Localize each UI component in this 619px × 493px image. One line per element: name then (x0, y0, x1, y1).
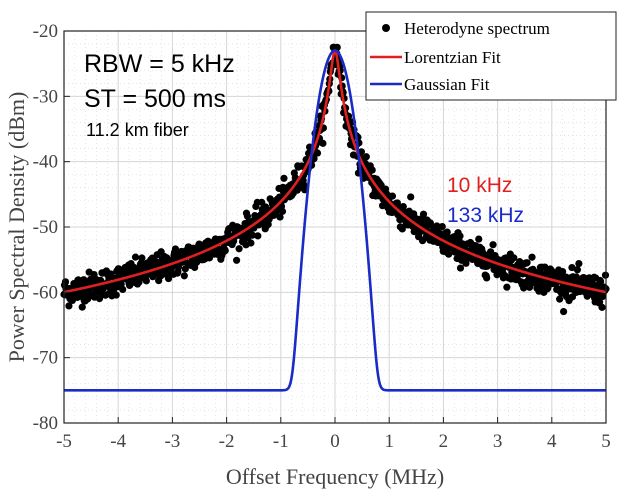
legend: Heterodyne spectrum Lorentzian Fit Gauss… (365, 11, 617, 101)
spectrum-point (407, 193, 415, 201)
spectrum-point (78, 303, 86, 311)
spectrum-point (142, 277, 150, 285)
spectrum-point (520, 284, 528, 292)
x-tick-label: -2 (219, 431, 235, 452)
y-axis-ticks: -20 -30 -40 -50 -60 -70 -80 (33, 21, 70, 434)
spectrum-point (280, 174, 288, 182)
x-tick-label: -4 (110, 431, 126, 452)
spectrum-point (61, 278, 70, 286)
y-tick-label: -80 (33, 413, 58, 434)
fiber-length-annotation: 11.2 km fiber (86, 120, 189, 140)
rbw-annotation: RBW = 5 kHz (84, 50, 235, 78)
spectrum-point (243, 212, 252, 220)
spectrum-point (503, 283, 511, 291)
spectrum-point (523, 259, 531, 267)
spectrum-point (368, 166, 376, 174)
y-tick-label: -40 (33, 152, 58, 173)
spectrum-point (541, 263, 549, 271)
y-tick-label: -50 (33, 217, 58, 238)
spectrum-point (483, 274, 491, 282)
spectrum-point (276, 213, 284, 221)
spectrum-point (180, 272, 188, 280)
spectrum-point (393, 199, 401, 207)
spectrum-point (510, 254, 518, 262)
spectrum-point (568, 263, 576, 272)
x-axis-ticks: -5 -4 -3 -2 -1 0 1 2 3 4 5 (56, 417, 611, 452)
spectrum-point (319, 139, 327, 147)
spectrum-point (438, 222, 446, 231)
legend-label-lorentzian: Lorentzian Fit (404, 48, 501, 67)
spectrum-point (598, 303, 606, 311)
spectrum-point (278, 207, 287, 215)
spectrum-point (254, 232, 262, 240)
x-tick-label: -1 (273, 431, 289, 452)
y-axis-title: Power Spectral Density (dBm) (4, 92, 29, 363)
sweep-time-annotation: ST = 500 ms (84, 85, 226, 113)
spectrum-point (247, 239, 255, 247)
spectrum-point (399, 202, 407, 211)
x-tick-label: 4 (547, 431, 557, 452)
spectrum-point (559, 307, 568, 316)
lorentzian-width-label: 10 kHz (447, 174, 512, 197)
y-tick-label: -60 (33, 282, 58, 303)
spectrum-point (131, 253, 140, 261)
spectrum-point (556, 295, 564, 303)
spectrum-point (528, 253, 536, 261)
spectrum-point (181, 265, 189, 273)
x-tick-label: 5 (601, 431, 611, 452)
x-tick-label: -3 (164, 431, 180, 452)
spectrum-point (559, 267, 567, 276)
x-tick-label: -5 (56, 431, 72, 452)
spectrum-point (362, 153, 370, 161)
y-tick-label: -30 (33, 86, 58, 107)
x-tick-label: 0 (330, 431, 340, 452)
legend-box (365, 11, 617, 101)
x-tick-label: 1 (384, 431, 394, 452)
spectrum-point (388, 192, 397, 200)
legend-marker-heterodyne (382, 24, 390, 32)
spectrum-point (596, 277, 605, 286)
spectrum-point (233, 256, 241, 264)
spectrum-point (443, 228, 451, 236)
spectrum-point (588, 279, 596, 287)
gaussian-width-label: 133 kHz (447, 204, 524, 227)
spectrum-point (248, 231, 256, 239)
spectrum-point (456, 264, 465, 272)
y-tick-label: -20 (33, 21, 58, 42)
x-axis-title: Offset Frequency (MHz) (226, 464, 444, 489)
spectrum-point (65, 302, 73, 310)
spectrum-point (475, 235, 483, 243)
spectrum-point (445, 250, 453, 258)
spectrum-point (456, 232, 464, 240)
x-tick-label: 2 (439, 431, 449, 452)
spectrum-point (313, 149, 322, 157)
legend-label-heterodyne: Heterodyne spectrum (404, 19, 550, 38)
spectrum-point (573, 266, 582, 274)
spectrum-point (333, 43, 341, 51)
spectrum-point (426, 219, 435, 227)
spectrum-point (575, 259, 583, 268)
legend-label-gaussian: Gaussian Fit (404, 75, 490, 94)
spectrum-point (171, 245, 180, 253)
spectrum-point (525, 283, 534, 291)
spectrum-point (433, 222, 441, 230)
y-tick-label: -70 (33, 348, 58, 369)
spectrum-point (489, 241, 497, 249)
gaussian-fit-line (64, 49, 606, 392)
spectrum-point (95, 295, 104, 303)
spectrum-point (235, 245, 243, 253)
x-tick-label: 3 (493, 431, 503, 452)
spectrum-point (112, 291, 120, 299)
spectrum-point (119, 285, 127, 293)
spectrum-point (419, 210, 428, 218)
spectrum-point (138, 254, 146, 262)
spectrum-point (221, 246, 229, 255)
